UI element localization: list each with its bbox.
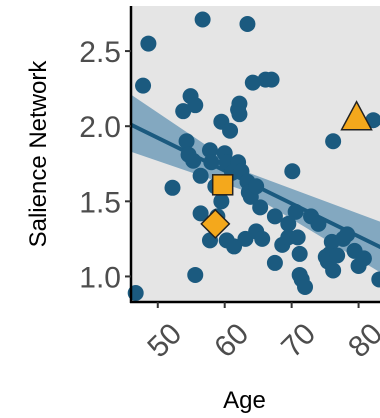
data-point [192, 205, 209, 222]
data-point [187, 97, 204, 114]
data-point [213, 193, 230, 210]
data-point [187, 266, 204, 283]
data-point [325, 133, 342, 150]
data-point [226, 238, 243, 255]
square-marker [211, 174, 234, 196]
x-tick-label: 80 [342, 317, 380, 364]
data-points-layer [127, 11, 380, 301]
x-tick-label: 50 [141, 317, 188, 364]
data-point [201, 142, 218, 159]
data-point [192, 167, 209, 184]
data-point [244, 74, 261, 91]
y-tick-label: 1.5 [79, 186, 121, 219]
data-point [371, 271, 380, 288]
data-point [280, 215, 297, 232]
y-axis-title: Salience Network [25, 60, 52, 248]
data-point [310, 215, 327, 232]
data-point [263, 71, 280, 88]
data-point [185, 152, 202, 169]
data-point [254, 230, 271, 247]
data-point [289, 229, 306, 246]
data-point [178, 133, 195, 150]
x-tick-label: 70 [275, 317, 322, 364]
y-tick-label: 2.5 [79, 36, 121, 69]
highlighted-points-layer [200, 100, 373, 239]
data-point [252, 199, 269, 216]
data-point [203, 154, 220, 171]
y-tick-label: 1.0 [79, 261, 121, 294]
y-tick-label: 2.0 [79, 111, 121, 144]
data-point [297, 278, 314, 295]
data-point [194, 11, 211, 28]
data-point [325, 262, 342, 279]
data-point [248, 178, 265, 195]
x-tick-label: 60 [208, 317, 255, 364]
data-point [284, 163, 301, 180]
data-point [339, 226, 356, 243]
triangle-marker [340, 100, 373, 131]
diamond-marker [200, 208, 231, 239]
data-point [287, 203, 304, 220]
data-point [164, 179, 181, 196]
data-point [231, 106, 248, 123]
data-point [355, 250, 372, 267]
data-point [266, 254, 283, 271]
data-point [266, 208, 283, 225]
data-point [291, 245, 308, 262]
data-point [135, 77, 152, 94]
data-point [175, 103, 192, 120]
data-point [140, 35, 157, 52]
data-point [222, 122, 239, 139]
data-point [239, 16, 256, 33]
data-point [329, 247, 346, 264]
x-axis-title: Age [223, 387, 266, 414]
